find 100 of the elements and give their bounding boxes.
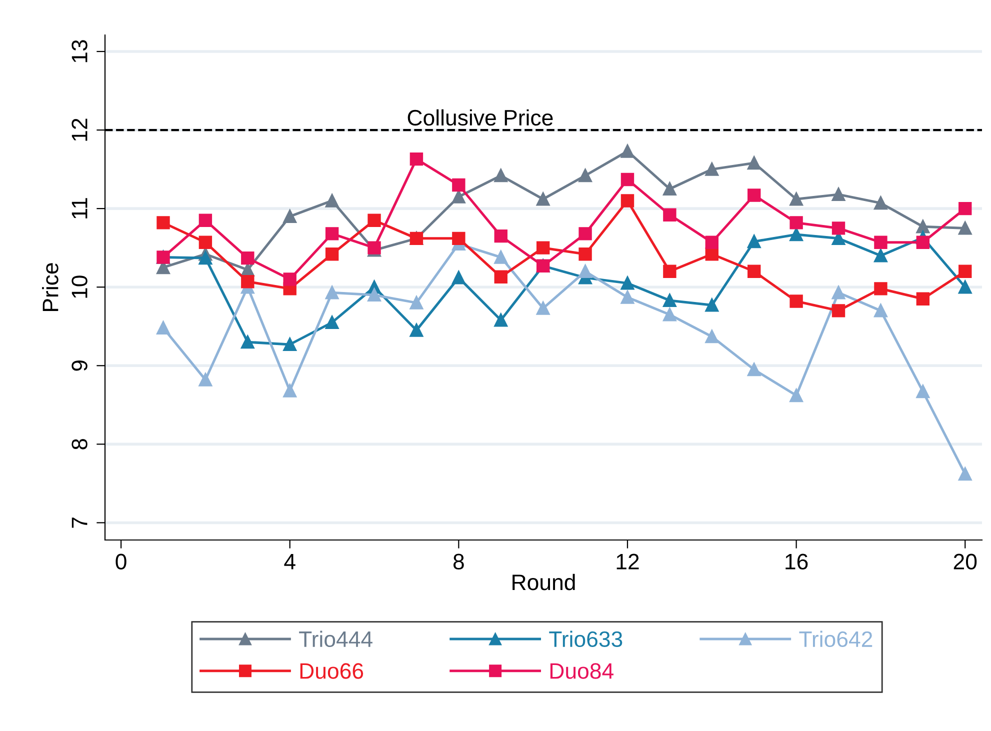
point [578,248,592,261]
point [241,275,254,288]
point [790,228,803,242]
point [452,190,466,204]
point [410,296,424,310]
point [325,286,339,300]
y-tick-label: 9 [72,360,88,371]
point [958,280,972,294]
point [536,302,550,315]
point [325,316,339,330]
point [832,188,846,202]
point [452,271,466,284]
point [283,384,296,398]
legend-label: Trio633 [549,630,622,648]
point [198,251,212,265]
point [748,362,761,376]
legend-label: Duo66 [300,663,364,679]
point [578,264,592,278]
point [663,264,676,278]
point [620,276,634,290]
ref-line-label: Collusive Price [408,109,553,126]
point [325,248,339,261]
point [916,384,930,398]
legend-label: Duo84 [550,663,614,679]
point [790,294,803,308]
x-tick-label: 16 [786,554,808,570]
point [705,162,718,176]
y-tick-label: 10 [72,276,88,298]
point [832,286,846,300]
x-tick-label: 4 [284,554,296,570]
point [874,236,888,249]
point [368,214,381,227]
point [748,234,761,248]
point [748,264,761,278]
point [156,321,170,335]
point [874,282,888,296]
y-tick-label: 12 [72,118,88,141]
point [536,241,550,254]
point [283,272,296,286]
point [494,270,508,284]
x-tick-label: 0 [116,554,126,570]
point [916,292,930,306]
point [705,298,718,312]
point [494,229,508,243]
point [958,222,972,235]
point [663,308,676,322]
y-axis-title: Price [42,263,58,311]
y-tick-label: 8 [72,438,88,450]
point [283,338,296,352]
point [578,168,592,182]
point [705,236,718,249]
point [832,222,846,235]
legend-label: Trio444 [299,630,372,648]
x-tick-label: 20 [954,554,977,570]
point [198,236,212,249]
point [874,196,888,210]
point [452,178,466,192]
point [368,288,381,302]
point [663,294,676,308]
point [198,214,212,227]
point [958,264,972,278]
point [156,216,170,230]
point [790,216,803,230]
point [916,236,930,249]
point [916,220,930,234]
y-tick-label: 11 [72,198,88,218]
point [790,388,803,402]
x-tick-label: 8 [453,554,464,570]
point [663,182,676,196]
point [410,152,424,166]
point [620,290,634,304]
point [325,194,339,208]
y-tick-label: 7 [72,518,88,528]
point [325,227,339,240]
point [494,313,508,327]
x-axis-title: Round [512,574,575,590]
point [620,194,634,208]
point [494,250,508,264]
point [748,188,761,202]
point [241,335,254,349]
point [368,241,381,254]
legend-label: Trio642 [799,630,872,648]
point [198,373,212,386]
y-tick-label: 13 [72,40,88,62]
point [663,208,676,222]
point [410,324,424,337]
point [241,251,254,265]
point [832,304,846,318]
point [874,304,888,318]
point [536,192,550,206]
point [283,210,296,224]
point [790,192,803,206]
point [958,467,972,481]
point [748,156,761,170]
point [705,330,718,344]
point [452,232,466,246]
point [494,168,508,182]
point [620,144,634,158]
point [578,227,592,240]
point [620,172,634,186]
